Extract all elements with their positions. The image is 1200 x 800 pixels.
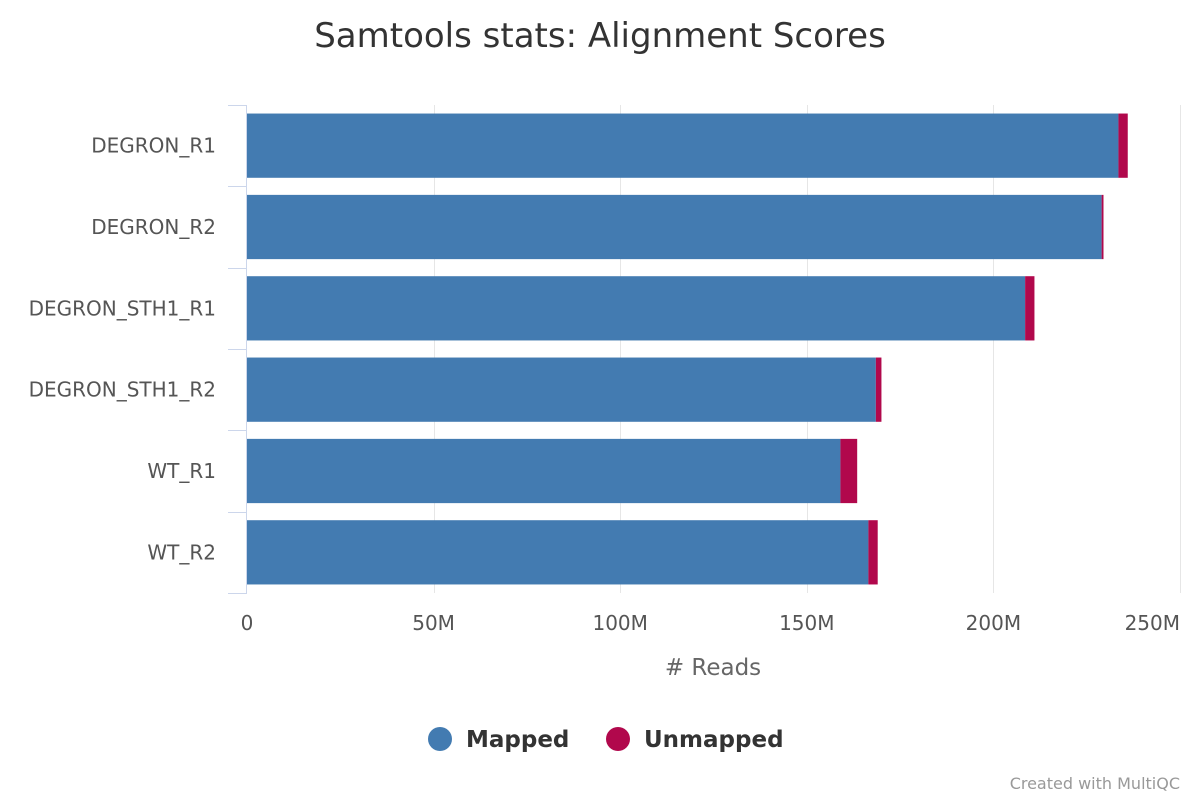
bar-mapped-degron_r1[interactable]: [247, 113, 1119, 178]
grid: [434, 105, 1181, 593]
bar-mapped-degron_sth1_r1[interactable]: [247, 276, 1026, 341]
legend[interactable]: Mapped Unmapped: [428, 727, 784, 753]
category-label: WT_R1: [147, 459, 216, 483]
legend-label: Mapped: [466, 727, 569, 753]
bar-mapped-degron_sth1_r2[interactable]: [247, 357, 876, 422]
category-labels: DEGRON_R1 DEGRON_R2 DEGRON_STH1_R1 DEGRON_S…: [29, 134, 216, 565]
x-tick-label: 0: [241, 611, 254, 635]
axes: [228, 105, 247, 594]
legend-item-mapped[interactable]: Mapped: [428, 727, 569, 753]
category-label: DEGRON_STH1_R2: [29, 378, 216, 402]
x-tick-label: 50M: [412, 611, 455, 635]
bar-unmapped-wt_r2[interactable]: [868, 520, 878, 585]
bar-unmapped-degron_r2[interactable]: [1101, 194, 1104, 260]
bar-unmapped-degron_sth1_r1[interactable]: [1025, 276, 1035, 341]
legend-label: Unmapped: [644, 727, 784, 753]
bar-mapped-wt_r2[interactable]: [247, 520, 869, 585]
x-tick-label: 250M: [1125, 611, 1180, 635]
credit[interactable]: Created with MultiQC: [1010, 774, 1180, 793]
category-label: DEGRON_R2: [91, 215, 216, 239]
x-axis-title: # Reads: [665, 655, 761, 681]
bar-unmapped-degron_sth1_r2[interactable]: [875, 357, 882, 422]
bar-mapped-wt_r1[interactable]: [247, 438, 841, 504]
bars: [247, 113, 1128, 585]
category-label: DEGRON_STH1_R1: [29, 296, 216, 320]
legend-marker: [606, 727, 630, 751]
chart-title: Samtools stats: Alignment Scores: [314, 16, 886, 56]
legend-item-unmapped[interactable]: Unmapped: [606, 727, 784, 753]
category-label: WT_R2: [147, 540, 216, 564]
legend-marker: [428, 727, 452, 751]
x-tick-label: 100M: [592, 611, 647, 635]
tick-labels: 0 50M 100M 150M 200M 250M: [241, 611, 1180, 635]
x-tick-label: 150M: [779, 611, 834, 635]
x-tick-label: 200M: [966, 611, 1021, 635]
category-label: DEGRON_R1: [91, 134, 216, 158]
bar-unmapped-degron_r1[interactable]: [1118, 113, 1128, 178]
bar-mapped-degron_r2[interactable]: [247, 194, 1102, 260]
bar-unmapped-wt_r1[interactable]: [840, 438, 858, 504]
